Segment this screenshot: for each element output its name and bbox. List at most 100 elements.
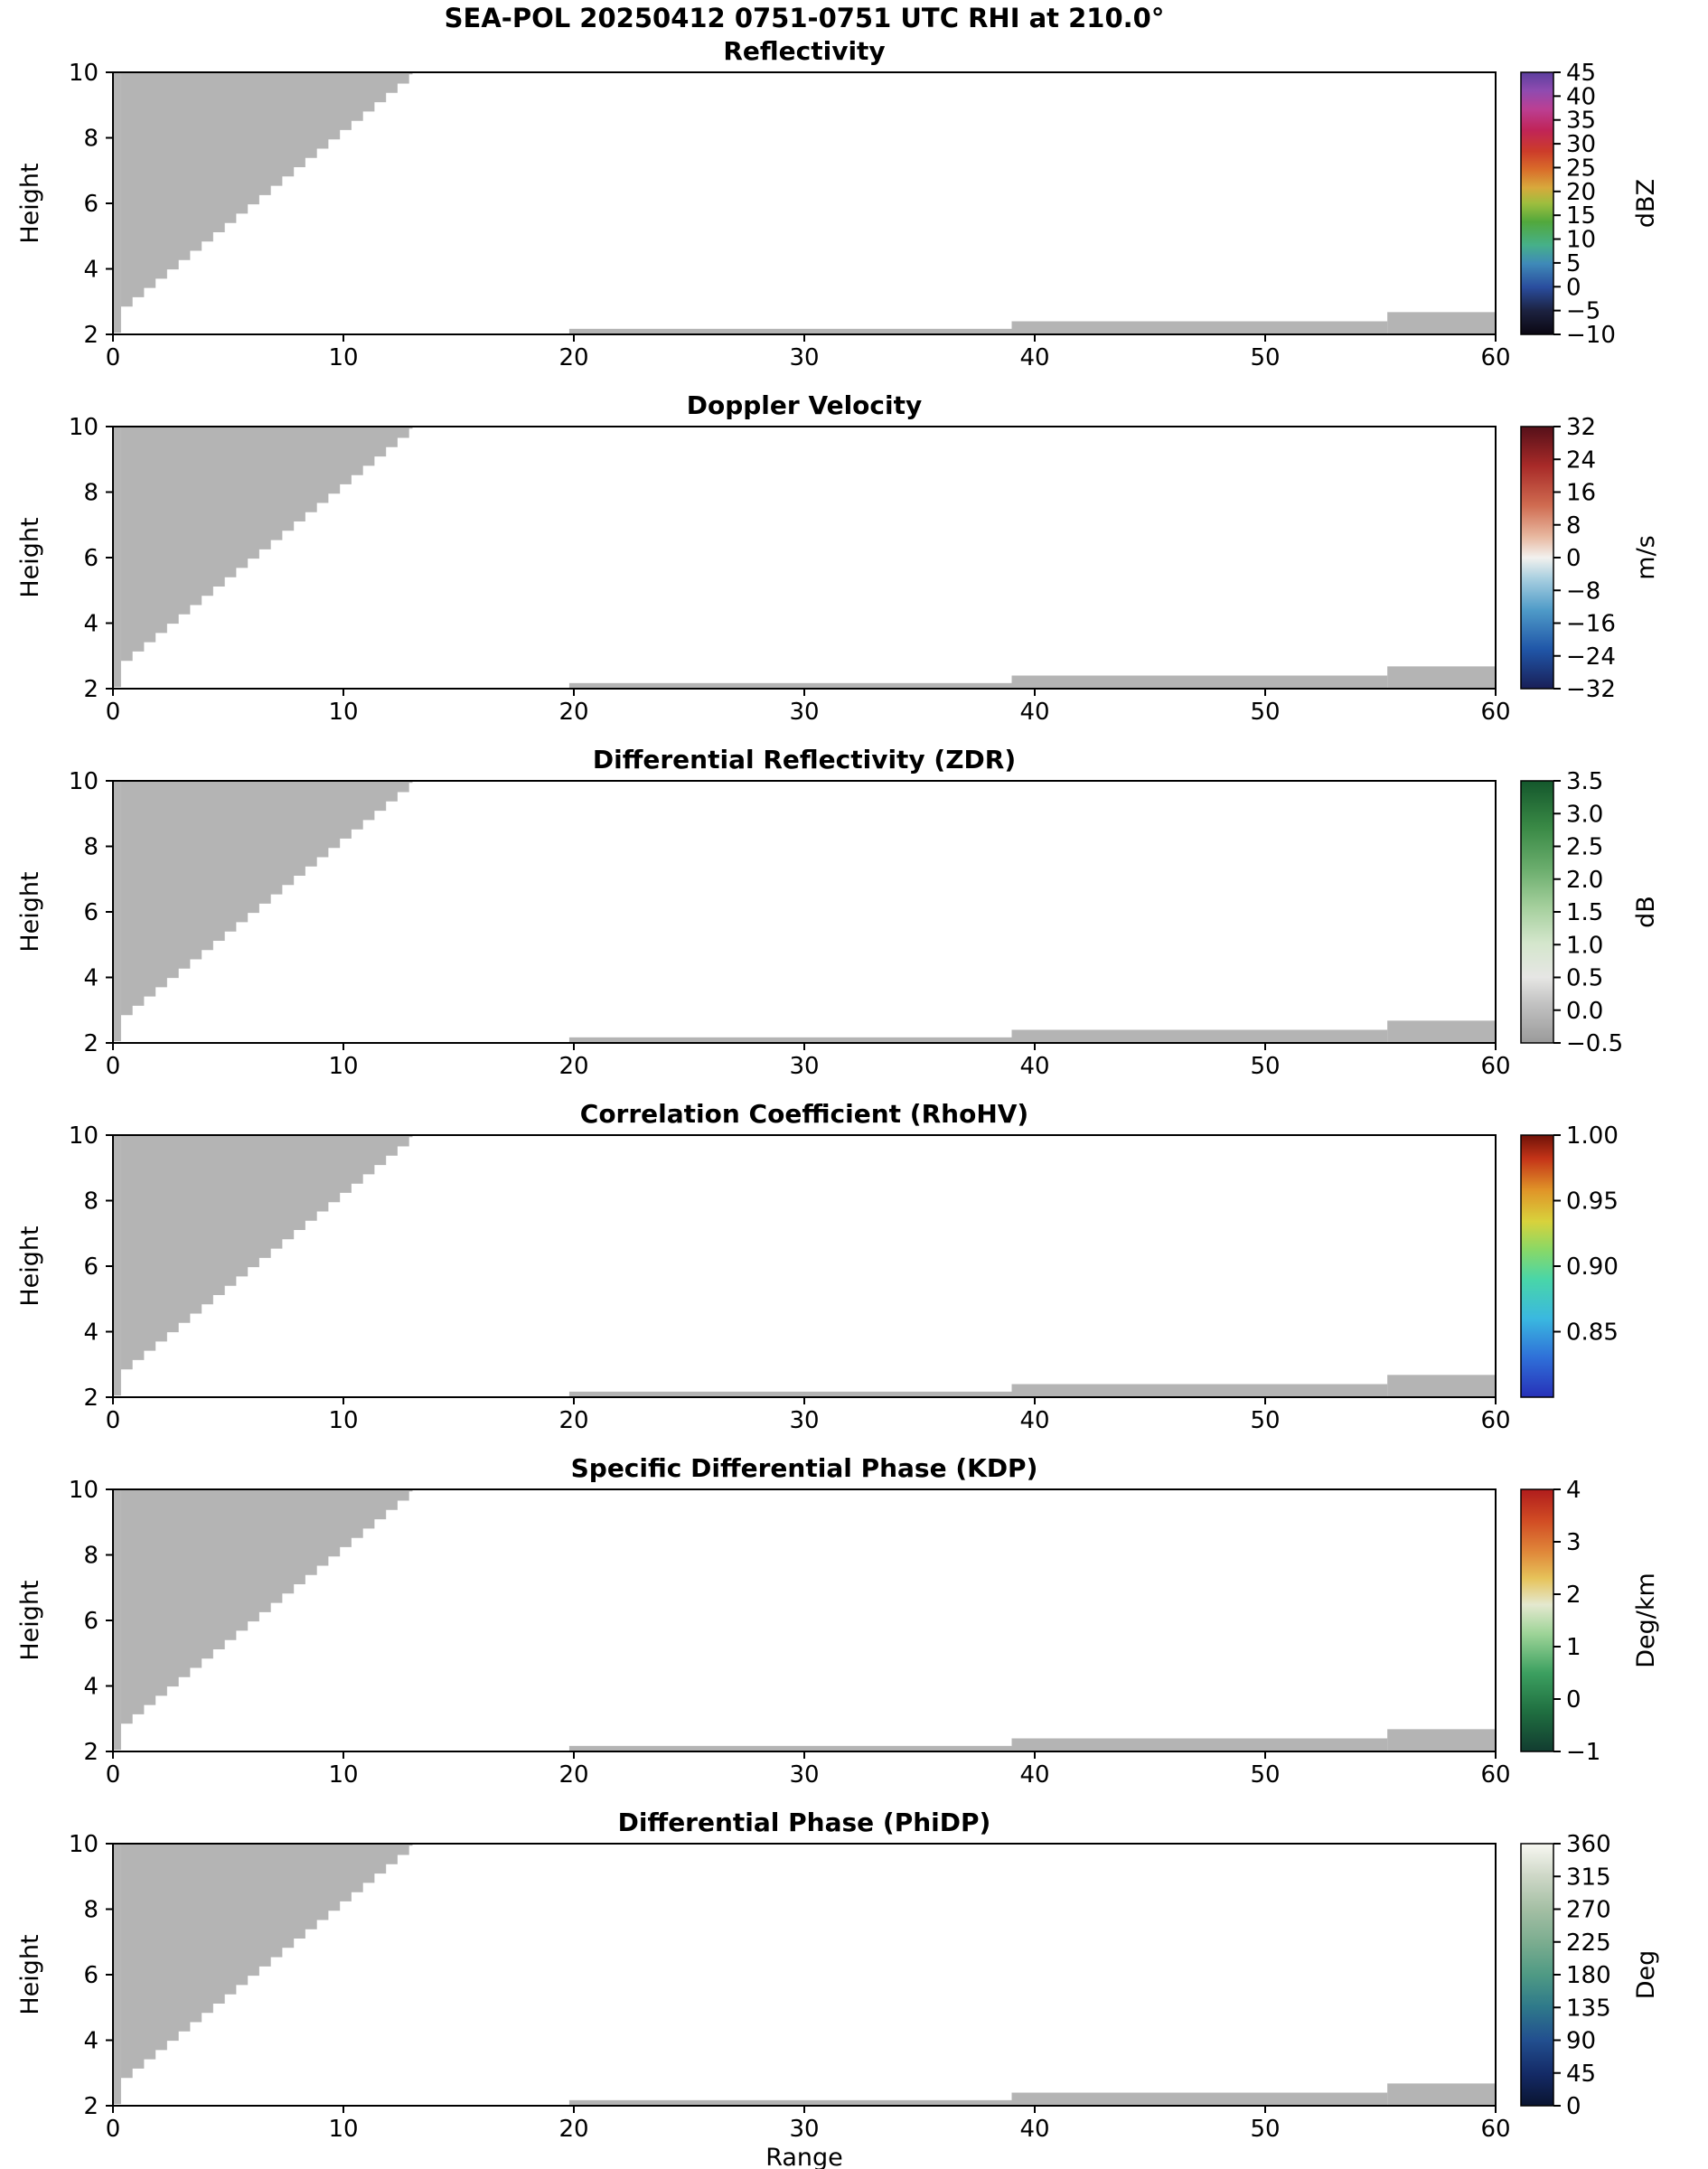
x-tick-label: 50 — [1250, 1053, 1280, 1080]
mask-ground-strip — [1387, 1729, 1496, 1751]
mask-ground-strip — [1387, 2083, 1496, 2106]
colorbar-tick-label: −0.5 — [1566, 1030, 1623, 1057]
colorbar-tick-label: 0 — [1566, 1686, 1581, 1714]
x-tick-label: 30 — [789, 1053, 819, 1080]
x-tick-label: 20 — [558, 1761, 588, 1789]
y-tick-label: 4 — [83, 257, 99, 284]
panel-title: Differential Phase (PhiDP) — [618, 1808, 991, 1837]
colorbar-tick-label: 2.0 — [1566, 867, 1603, 894]
colorbar-tick-label: 40 — [1566, 83, 1596, 110]
y-axis-label: Height — [16, 1580, 44, 1660]
y-axis: 2 4 6 8 10 — [69, 1122, 113, 1412]
colorbar-tick-label: 24 — [1566, 446, 1596, 474]
figure-title: SEA-POL 20250412 0751-0751 UTC RHI at 21… — [444, 3, 1165, 33]
colorbar-tick-label: −5 — [1566, 298, 1600, 325]
panel-title: Doppler Velocity — [687, 390, 923, 420]
x-tick-label: 40 — [1019, 1407, 1049, 1434]
y-axis: 2 4 6 8 10 — [69, 1477, 113, 1766]
mask-left-wedge — [120, 427, 413, 662]
no-data-mask — [113, 72, 1496, 334]
colorbar-tick-label: 225 — [1566, 1930, 1611, 1957]
colorbar-tick-label: 32 — [1566, 414, 1596, 441]
y-axis-label: Height — [16, 163, 44, 243]
colorbar-tick-label: 0 — [1566, 545, 1581, 572]
mask-ground-strip — [1011, 2092, 1388, 2106]
mask-ground-strip — [1011, 1384, 1388, 1397]
y-tick-label: 8 — [83, 1188, 99, 1216]
mask-ground-strip — [1011, 675, 1388, 689]
x-tick-label: 10 — [328, 1761, 358, 1789]
x-tick-label: 40 — [1019, 1761, 1049, 1789]
colorbar-tick-label: 180 — [1566, 1962, 1611, 1989]
mask-ground-strip — [568, 1745, 1012, 1751]
colorbar-tick-label: 315 — [1566, 1864, 1611, 1891]
x-tick-label: 10 — [328, 344, 358, 371]
x-tick-label: 20 — [558, 699, 588, 726]
x-tick-label: 30 — [789, 1407, 819, 1434]
x-tick-label: 40 — [1019, 1053, 1049, 1080]
colorbar-tick-label: 1.5 — [1566, 899, 1603, 926]
colorbar-tick-label: 3.5 — [1566, 768, 1603, 795]
colorbar-tick-label: 3.0 — [1566, 801, 1603, 828]
x-tick-label: 50 — [1250, 344, 1280, 371]
colorbar-tick-label: −24 — [1566, 643, 1616, 671]
colorbar-tick-label: 135 — [1566, 1995, 1611, 2022]
colorbar — [1521, 1135, 1553, 1397]
mask-left-column — [113, 1135, 121, 1396]
colorbar-tick-label: 25 — [1566, 155, 1596, 182]
y-tick-label: 2 — [83, 1030, 99, 1057]
panel-correlation-coefficient-rhohv: Correlation Coefficient (RhoHV)0 10 20 30 40… — [16, 1099, 1619, 1434]
y-tick-label: 6 — [83, 1962, 99, 1989]
colorbar-tick-label: 16 — [1566, 480, 1596, 507]
mask-ground-strip — [568, 328, 1012, 334]
y-tick-label: 6 — [83, 545, 99, 572]
x-tick-label: 60 — [1480, 1053, 1510, 1080]
x-tick-label: 10 — [328, 1053, 358, 1080]
y-tick-label: 10 — [69, 1477, 99, 1504]
y-tick-label: 8 — [83, 126, 99, 153]
y-tick-label: 10 — [69, 768, 99, 795]
colorbar-tick-label: 0.85 — [1566, 1319, 1619, 1347]
y-tick-label: 10 — [69, 1831, 99, 1858]
y-axis: 2 4 6 8 10 — [69, 414, 113, 703]
colorbar-unit-label: dBZ — [1632, 179, 1660, 228]
colorbar-unit-label: m/s — [1632, 535, 1660, 579]
y-tick-label: 8 — [83, 1543, 99, 1570]
x-tick-label: 0 — [106, 344, 121, 371]
mask-left-wedge — [120, 781, 413, 1016]
mask-left-column — [113, 1489, 121, 1751]
y-axis: 2 4 6 8 10 — [69, 768, 113, 1057]
mask-left-column — [113, 427, 121, 688]
x-axis-label: Range — [765, 2144, 843, 2169]
x-tick-label: 30 — [789, 1761, 819, 1789]
colorbar-frame — [1520, 1488, 1554, 1752]
colorbar-ticks: 3.5 3.0 2.5 2.0 1.5 1.0 0.5 0.0 −0.5 — [1553, 768, 1623, 1057]
no-data-mask — [113, 1489, 1496, 1751]
y-tick-label: 6 — [83, 191, 99, 218]
x-tick-label: 20 — [558, 1053, 588, 1080]
x-tick-label: 10 — [328, 2116, 358, 2143]
colorbar — [1521, 72, 1553, 334]
mask-ground-strip — [1387, 312, 1496, 334]
x-axis: 0 10 20 30 40 50 60 — [106, 1397, 1511, 1434]
mask-left-column — [113, 781, 121, 1042]
x-axis: 0 10 20 30 40 50 60 — [106, 1043, 1511, 1080]
colorbar-tick-label: 15 — [1566, 202, 1596, 230]
panel-specific-differential-phase-kdp: Specific Differential Phase (KDP)0 10 20 30… — [16, 1453, 1660, 1789]
colorbar-tick-label: 0.90 — [1566, 1254, 1619, 1281]
mask-ground-strip — [1011, 1029, 1388, 1043]
x-tick-label: 60 — [1480, 1407, 1510, 1434]
colorbar-unit-label: Deg — [1632, 1950, 1660, 2000]
colorbar-tick-label: 4 — [1566, 1477, 1581, 1504]
x-tick-label: 60 — [1480, 699, 1510, 726]
x-tick-label: 0 — [106, 2116, 121, 2143]
y-tick-label: 2 — [83, 1739, 99, 1766]
y-tick-label: 2 — [83, 322, 99, 349]
x-tick-label: 20 — [558, 2116, 588, 2143]
x-tick-label: 30 — [789, 344, 819, 371]
colorbar-tick-label: 35 — [1566, 108, 1596, 135]
panel-title: Correlation Coefficient (RhoHV) — [580, 1099, 1028, 1129]
